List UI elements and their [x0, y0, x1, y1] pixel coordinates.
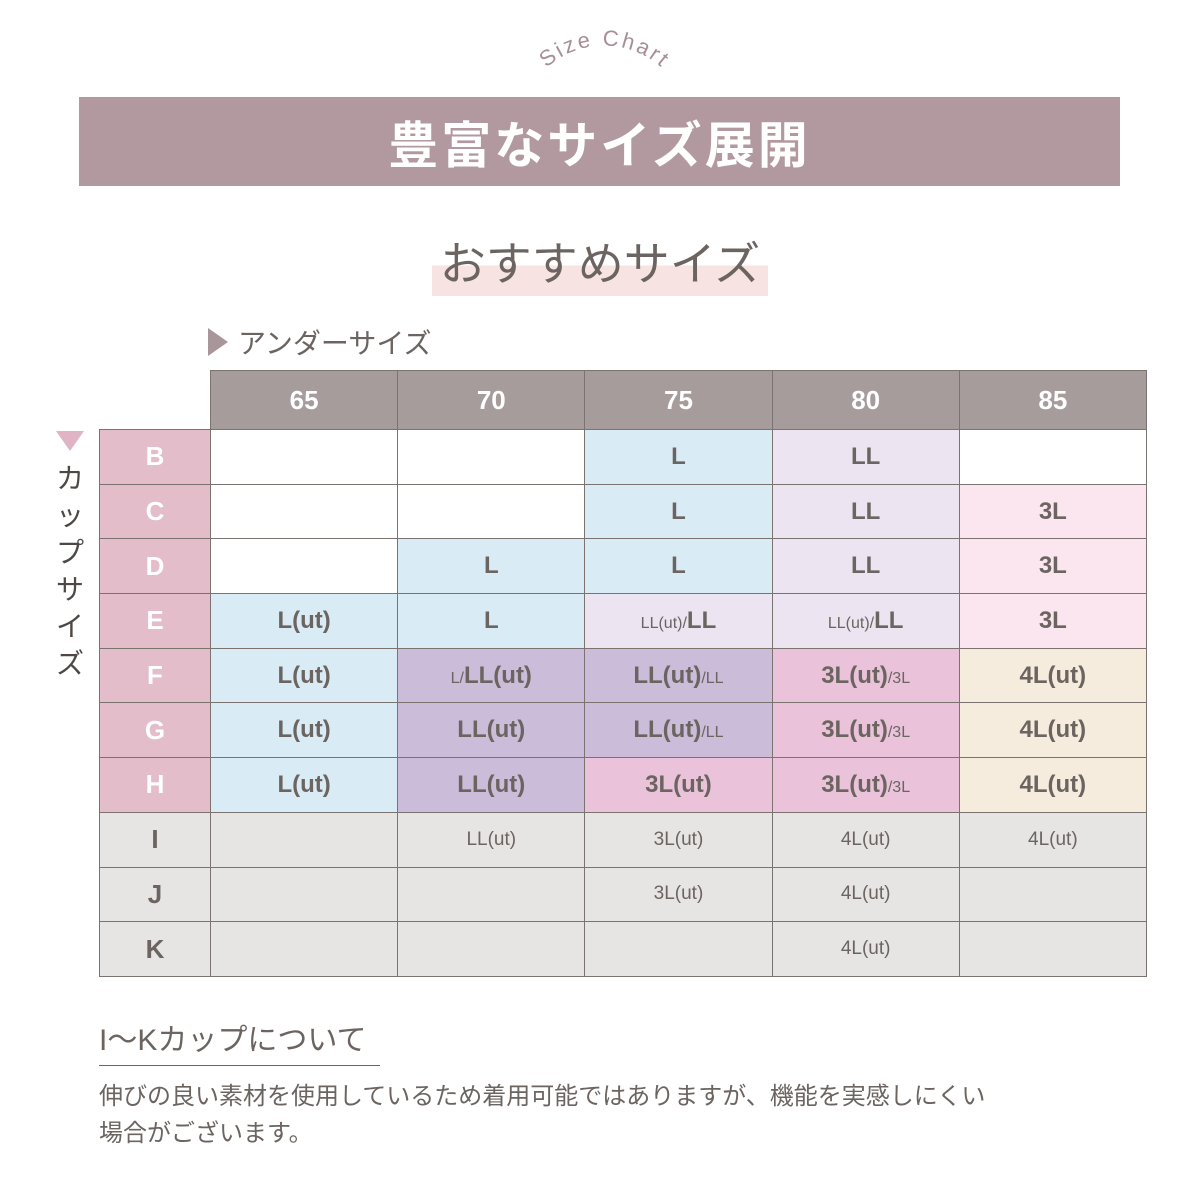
svg-text:Size Chart: Size Chart [534, 25, 676, 72]
